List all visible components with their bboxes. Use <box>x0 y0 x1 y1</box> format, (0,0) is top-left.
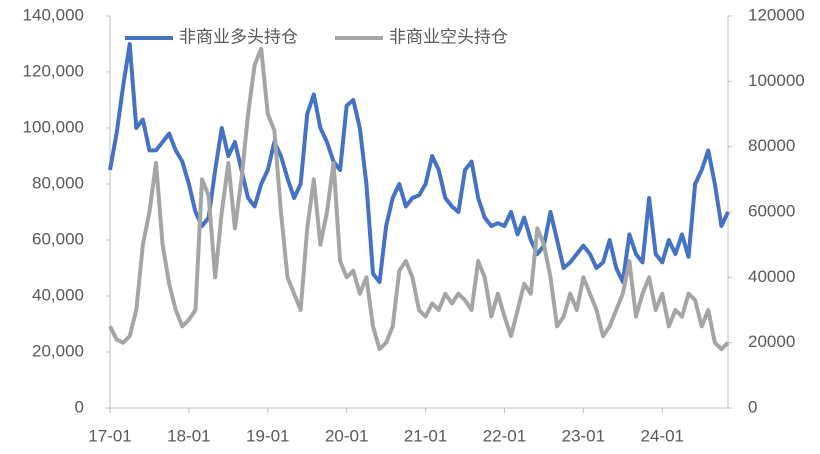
y2-tick-label: 100000 <box>748 71 805 90</box>
x-tick-label: 18-01 <box>167 426 210 445</box>
y2-tick-label: 80000 <box>748 136 795 155</box>
y-tick-label: 20,000 <box>32 341 84 360</box>
y-tick-label: 140,000 <box>23 5 84 24</box>
y-tick-label: 120,000 <box>23 61 84 80</box>
y-tick-label: 100,000 <box>23 117 84 136</box>
y-tick-label: 60,000 <box>32 229 84 248</box>
x-tick-label: 22-01 <box>483 426 526 445</box>
x-tick-label: 21-01 <box>404 426 447 445</box>
series-line <box>108 46 730 352</box>
x-tick-label: 17-01 <box>88 426 131 445</box>
x-tick-label: 23-01 <box>562 426 605 445</box>
x-tick-label: 19-01 <box>246 426 289 445</box>
legend-label: 非商业空头持仓 <box>389 27 508 46</box>
x-tick-label: 24-01 <box>641 426 684 445</box>
series-line <box>108 42 730 284</box>
y2-tick-label: 40000 <box>748 267 795 286</box>
y2-tick-label: 0 <box>748 397 757 416</box>
y2-tick-label: 120000 <box>748 5 805 24</box>
legend-label: 非商业多头持仓 <box>179 27 298 46</box>
y-tick-label: 0 <box>75 397 84 416</box>
y2-tick-label: 20000 <box>748 332 795 351</box>
y-tick-label: 40,000 <box>32 285 84 304</box>
y2-tick-label: 60000 <box>748 201 795 220</box>
y-tick-label: 80,000 <box>32 173 84 192</box>
x-tick-label: 20-01 <box>325 426 368 445</box>
